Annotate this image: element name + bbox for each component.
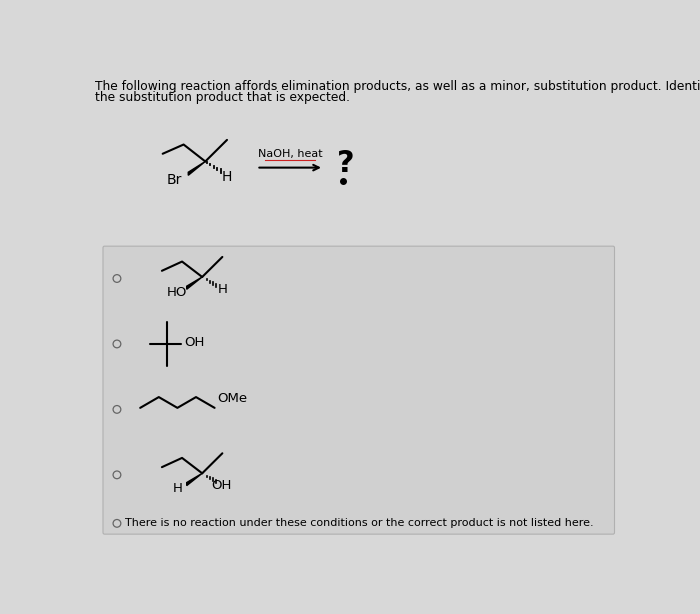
Text: OH: OH xyxy=(184,336,204,349)
Text: OMe: OMe xyxy=(218,392,248,405)
Text: There is no reaction under these conditions or the correct product is not listed: There is no reaction under these conditi… xyxy=(125,518,594,529)
Text: H: H xyxy=(172,482,182,495)
FancyBboxPatch shape xyxy=(103,246,615,534)
Text: ?: ? xyxy=(337,149,355,177)
Text: H: H xyxy=(218,283,228,296)
Polygon shape xyxy=(188,161,205,176)
Text: Br: Br xyxy=(167,173,182,187)
Polygon shape xyxy=(187,473,202,486)
Text: NaOH, heat: NaOH, heat xyxy=(258,149,323,159)
Text: H: H xyxy=(222,170,232,184)
Text: the substitution product that is expected.: the substitution product that is expecte… xyxy=(95,91,350,104)
Polygon shape xyxy=(187,277,202,289)
Text: OH: OH xyxy=(211,479,232,492)
Text: HO: HO xyxy=(167,286,188,299)
Text: The following reaction affords elimination products, as well as a minor, substit: The following reaction affords eliminati… xyxy=(95,80,700,93)
